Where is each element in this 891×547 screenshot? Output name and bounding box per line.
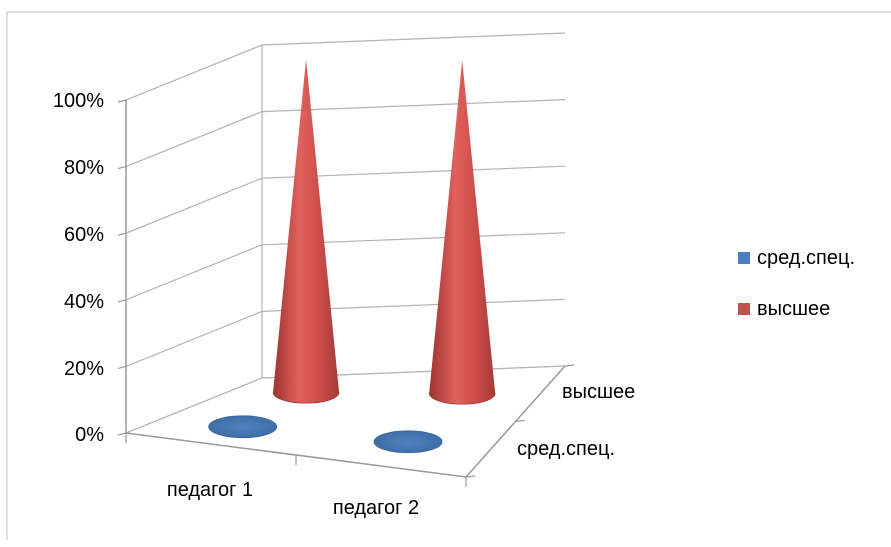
chart-border xyxy=(6,11,891,540)
y-tick-label: 80% xyxy=(64,157,104,179)
gridline xyxy=(125,298,566,367)
y-tick-label: 20% xyxy=(64,358,104,380)
y-tick xyxy=(117,232,127,236)
cone-body xyxy=(429,60,496,405)
x-category-label: педагог 1 xyxy=(167,479,253,501)
cone-base-edge xyxy=(428,393,496,405)
legend: сред.спец. высшее xyxy=(738,247,855,320)
y-axis-tick-labels: 0% 20% 40% 60% 80% 100% xyxy=(53,90,104,446)
gridline xyxy=(125,232,566,301)
y-tick xyxy=(117,299,127,303)
y-tick-label: 100% xyxy=(53,90,104,112)
gridline xyxy=(125,365,566,434)
gridline xyxy=(125,99,566,168)
y-tick xyxy=(117,365,127,369)
gridline xyxy=(125,165,566,234)
depth-tick xyxy=(515,419,525,423)
axes xyxy=(117,99,575,487)
y-tick-label: 0% xyxy=(75,424,104,446)
cone-mark-0-0 xyxy=(208,415,278,439)
depth-axis-labels: сред.спец. высшее xyxy=(517,381,635,460)
y-tick-label: 60% xyxy=(64,224,104,246)
cone-base-edge xyxy=(272,392,340,404)
cone-mark-1-1 xyxy=(428,60,496,405)
cone-body xyxy=(273,59,340,404)
legend-swatch-vysshee xyxy=(738,303,750,315)
depth-tick xyxy=(564,364,575,367)
x-category-label: педагог 2 xyxy=(333,497,419,519)
legend-swatch-sred-spec xyxy=(738,252,750,264)
depth-category-label: высшее xyxy=(562,381,635,403)
legend-label: высшее xyxy=(757,298,830,320)
y-tick xyxy=(117,166,127,170)
y-tick xyxy=(117,432,127,436)
depth-category-label: сред.спец. xyxy=(517,438,615,460)
data-marks xyxy=(208,59,496,454)
chart-walls xyxy=(124,365,567,478)
cone-mark-0-1 xyxy=(373,430,443,454)
legend-label: сред.спец. xyxy=(757,247,855,269)
gridline xyxy=(125,32,566,101)
x-axis-category-labels: педагог 1 педагог 2 xyxy=(167,479,419,519)
cone-mark-1-0 xyxy=(272,59,340,404)
floor-outline xyxy=(124,365,567,478)
y-tick-label: 40% xyxy=(64,291,104,313)
gridlines xyxy=(125,32,566,434)
depth-tick xyxy=(465,475,476,478)
y-tick xyxy=(117,99,127,103)
